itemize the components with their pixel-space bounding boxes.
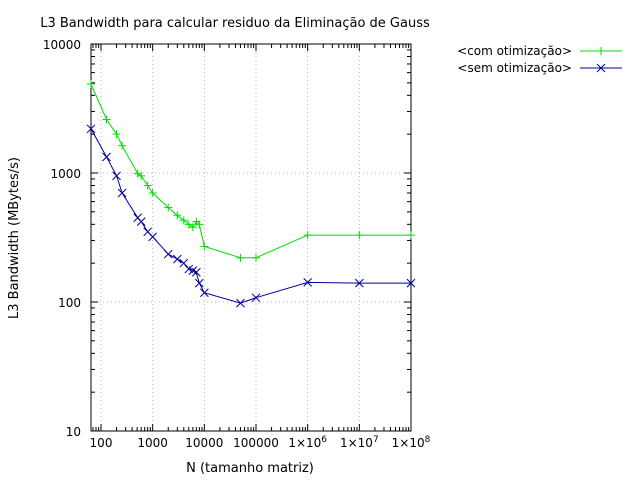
data-point-com-otimizacao (87, 80, 95, 88)
legend: <com otimização> <sem otimização> (457, 44, 622, 75)
x-tick-label: 1×107 (340, 435, 379, 450)
plot-frame (91, 44, 411, 431)
data-point-com-otimizacao (236, 254, 244, 262)
data-point-com-otimizacao (144, 182, 152, 190)
data-point-sem-otimizacao (192, 268, 200, 276)
data-point-com-otimizacao (355, 231, 363, 239)
x-tick-exponent: 7 (373, 435, 379, 445)
x-tick-exponent: 8 (425, 435, 431, 445)
legend-label-com-otimizacao: <com otimização> (457, 44, 572, 58)
data-point-sem-otimizacao (118, 189, 126, 197)
data-point-com-otimizacao (407, 231, 415, 239)
x-tick-label: 10000 (185, 436, 223, 450)
data-point-sem-otimizacao (149, 233, 157, 241)
data-point-sem-otimizacao (103, 153, 111, 161)
y-tick-label: 1000 (50, 167, 81, 181)
x-tick-label: 100 (90, 436, 113, 450)
y-tick-label: 10000 (43, 38, 81, 52)
x-tick-label: 1×106 (288, 435, 327, 450)
y-axis-label: L3 Bandwidth (MBytes/s) (7, 157, 22, 319)
data-point-com-otimizacao (200, 242, 208, 250)
y-tick-label: 10 (66, 425, 81, 439)
data-point-com-otimizacao (113, 130, 121, 138)
series-layer (87, 80, 415, 307)
data-point-com-otimizacao (304, 231, 312, 239)
data-point-sem-otimizacao (137, 218, 145, 226)
data-point-sem-otimizacao (236, 299, 244, 307)
data-point-sem-otimizacao (200, 289, 208, 297)
data-point-sem-otimizacao (164, 250, 172, 258)
x-tick-label: 100000 (233, 436, 279, 450)
chart-title: L3 Bandwidth para calcular residuo da El… (40, 16, 430, 31)
x-tick-label: 1×108 (392, 435, 431, 450)
data-point-com-otimizacao (252, 254, 260, 262)
x-tick-label: 1000 (137, 436, 168, 450)
x-tick-exponent: 6 (321, 435, 327, 445)
data-point-sem-otimizacao (113, 172, 121, 180)
y-tick-label: 100 (58, 296, 81, 310)
legend-label-sem-otimizacao: <sem otimização> (457, 61, 572, 75)
data-point-sem-otimizacao (195, 279, 203, 287)
data-point-com-otimizacao (118, 142, 126, 150)
series-line-com-otimizacao (91, 84, 411, 258)
x-axis-label: N (tamanho matriz) (186, 461, 314, 476)
data-point-com-otimizacao (103, 115, 111, 123)
legend-marker-com-otimizacao (597, 47, 605, 55)
grid-lines (91, 44, 411, 431)
